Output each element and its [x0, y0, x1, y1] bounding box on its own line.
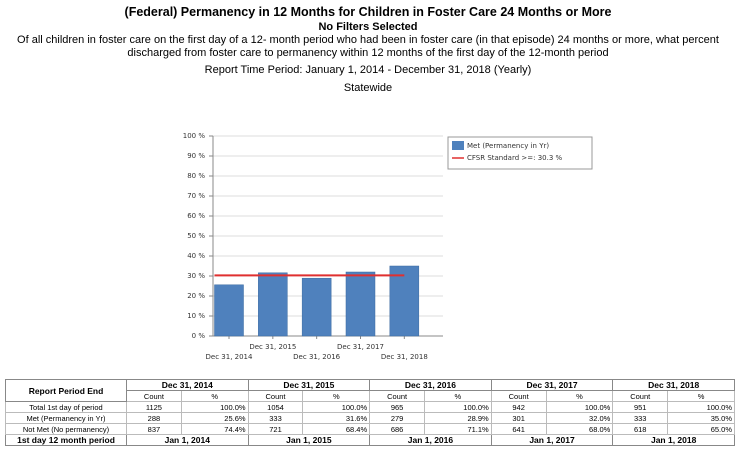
table-cell: 100.0% [180, 401, 249, 413]
table-cell: 31.6% [302, 412, 371, 424]
subtitle: No Filters Selected [318, 21, 418, 33]
table-cell: Dec 31, 2014 [126, 379, 249, 391]
table-cell: 333 [612, 412, 669, 424]
table-cell: % [302, 390, 371, 402]
table-cell: Total 1st day of period [5, 401, 127, 413]
table-cell: Jan 1, 2014 [126, 434, 249, 446]
legend-label: CFSR Standard >=: 30.3 % [467, 154, 563, 162]
table-cell: 32.0% [545, 412, 614, 424]
y-tick-label: 100 % [183, 132, 206, 140]
table-cell: Jan 1, 2015 [247, 434, 371, 446]
table-cell: 74.4% [180, 423, 249, 435]
table-cell: 35.0% [667, 412, 735, 424]
table-row: Met (Permanency in Yr) 288 25.6% 333 31.6% 27… [5, 412, 735, 424]
title: (Federal) Permanency in 12 Months for Ch… [124, 5, 612, 19]
y-tick-label: 0 % [192, 332, 206, 340]
table-cell: 68.0% [545, 423, 614, 435]
table-cell: Not Met (No permanency) [5, 423, 127, 435]
table-cell: 942 [490, 401, 547, 413]
legend-box [447, 136, 593, 170]
table-cell: % [424, 390, 492, 402]
table-cell: 686 [369, 423, 425, 435]
table-cell: Report Period End [5, 379, 127, 402]
table-cell: Count [247, 390, 304, 402]
y-tick-label: 70 % [187, 192, 205, 200]
description: Of all children in foster care on the fi… [17, 34, 719, 59]
y-tick-label: 60 % [187, 212, 205, 220]
y-tick-label: 50 % [187, 232, 205, 240]
table-cell: 65.0% [667, 423, 735, 435]
x-tick-label: Dec 31, 2018 [381, 353, 428, 361]
table-cell: Jan 1, 2018 [612, 434, 735, 446]
table-cell: 100.0% [424, 401, 492, 413]
table-cell: 1125 [126, 401, 182, 413]
table-cell: 965 [369, 401, 425, 413]
bar [258, 272, 288, 337]
table-cell: Jan 1, 2016 [369, 434, 492, 446]
y-tick-label: 90 % [187, 152, 205, 160]
table-cell: Count [369, 390, 425, 402]
data-table: Report Period End Dec 31, 2014 Dec 31, 201… [5, 379, 735, 446]
y-tick-label: 30 % [187, 272, 205, 280]
table-cell: 100.0% [545, 401, 614, 413]
legend-swatch [452, 141, 464, 150]
table-row: Total 1st day of period 1125 100.0% 1054 100… [5, 401, 735, 413]
table-row: Report Period End Dec 31, 2014 Dec 31, 201… [5, 379, 735, 402]
table-cell: Count [612, 390, 669, 402]
y-tick-label: 10 % [187, 312, 205, 320]
table-cell: 1054 [247, 401, 304, 413]
table-cell: Met (Permanency in Yr) [5, 412, 127, 424]
table-cell: % [545, 390, 614, 402]
table-cell: Count [490, 390, 547, 402]
x-tick-label: Dec 31, 2014 [206, 353, 253, 361]
table-cell: Count [126, 390, 182, 402]
table-cell: 333 [247, 412, 304, 424]
period: Report Time Period: January 1, 2014 - De… [204, 64, 532, 76]
table-cell: 721 [247, 423, 304, 435]
table-cell: 301 [490, 412, 547, 424]
table-cell: % [180, 390, 249, 402]
table-cell: 28.9% [424, 412, 492, 424]
y-tick-label: 40 % [187, 252, 205, 260]
table-cell: 288 [126, 412, 182, 424]
chart: 0 % 10 % 20 % 30 % 40 % 50 % 60 % 70 % 80 % 90 % 1… [183, 132, 593, 361]
table-cell: 618 [612, 423, 669, 435]
table-cell: % [667, 390, 735, 402]
table-cell: Jan 1, 2017 [490, 434, 614, 446]
legend-label: Met (Permanency in Yr) [467, 142, 549, 150]
table-cell: 25.6% [180, 412, 249, 424]
table-cell: 641 [490, 423, 547, 435]
table-cell: Dec 31, 2016 [369, 379, 492, 391]
scope: Statewide [343, 82, 393, 94]
bar [301, 277, 332, 337]
table-cell: 100.0% [667, 401, 735, 413]
x-tick-label: Dec 31, 2016 [293, 353, 340, 361]
table-cell: 279 [369, 412, 425, 424]
table-cell: 1st day 12 month period [5, 434, 127, 446]
table-cell: Dec 31, 2017 [490, 379, 614, 391]
table-cell: 71.1% [424, 423, 492, 435]
table-cell: 100.0% [302, 401, 371, 413]
x-tick-label: Dec 31, 2015 [249, 343, 296, 351]
bar [345, 271, 376, 337]
table-cell: 951 [612, 401, 669, 413]
table-row: 1st day 12 month period Jan 1, 2014 Jan 1,… [5, 434, 735, 446]
y-tick-label: 80 % [187, 172, 205, 180]
table-cell: 68.4% [302, 423, 371, 435]
header: (Federal) Permanency in 12 Months for Ch… [0, 0, 736, 95]
table-cell: Dec 31, 2018 [612, 379, 735, 391]
table-row: Count% Count% Count% Count% Count% [6, 390, 735, 402]
bar [389, 265, 420, 337]
bar [214, 284, 244, 337]
y-tick-label: 20 % [187, 292, 205, 300]
table-row: Not Met (No permanency) 837 74.4% 721 68.4% 6… [5, 423, 735, 435]
x-tick-label: Dec 31, 2017 [337, 343, 384, 351]
table-cell: 837 [126, 423, 182, 435]
table-cell: Dec 31, 2015 [247, 379, 371, 391]
